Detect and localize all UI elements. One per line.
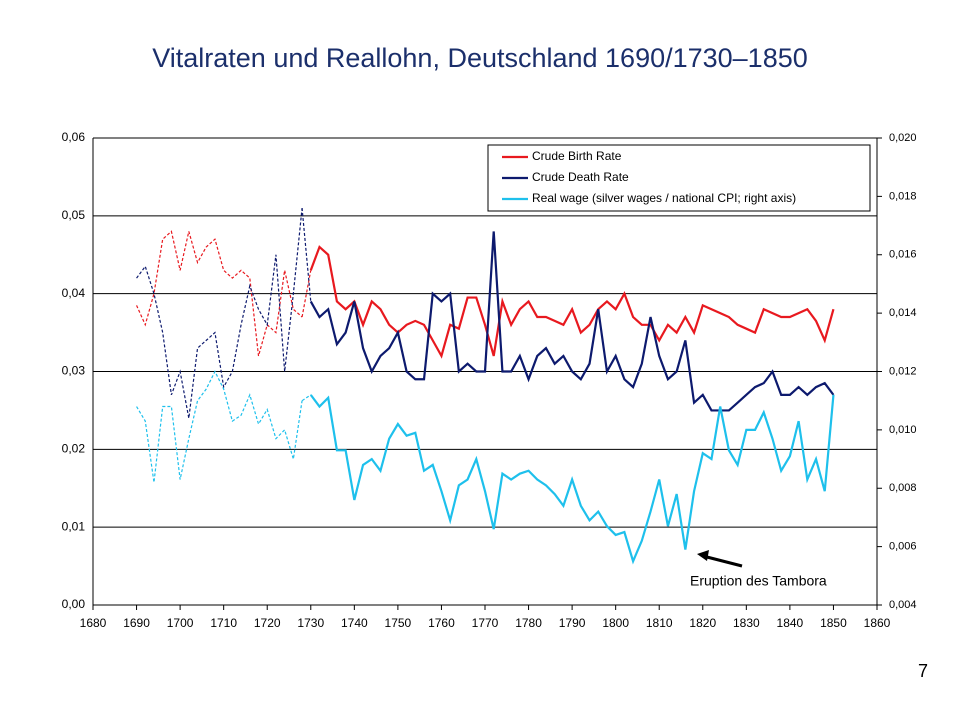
legend-label: Crude Birth Rate [532, 149, 622, 163]
y-tick-label: 0,01 [62, 519, 86, 533]
x-tick-label: 1760 [428, 616, 455, 630]
y-tick-label: 0,00 [62, 597, 86, 611]
page-number: 7 [918, 661, 928, 681]
x-tick-label: 1800 [602, 616, 629, 630]
y-tick-label: 0,02 [62, 442, 86, 456]
y-tick-label: 0,03 [62, 364, 86, 378]
y-tick-label: 0,04 [62, 286, 86, 300]
y2-tick-label: 0,020 [889, 132, 917, 144]
x-tick-label: 1780 [515, 616, 542, 630]
x-tick-label: 1700 [167, 616, 194, 630]
annotation-arrow [702, 554, 743, 568]
legend-box [487, 144, 871, 212]
y2-tick-label: 0,008 [889, 482, 917, 494]
y2-tick-label: 0,006 [889, 541, 917, 553]
series-line [309, 394, 835, 565]
series-line [309, 231, 835, 412]
x-tick-label: 1770 [472, 616, 499, 630]
x-tick-label: 1790 [559, 616, 586, 630]
x-tick-label: 1680 [80, 616, 107, 630]
x-tick-label: 1860 [864, 616, 891, 630]
legend-label: Real wage (silver wages / national CPI; … [532, 191, 796, 205]
x-tick-label: 1750 [385, 616, 412, 630]
chart-title: Vitalraten und Reallohn, Deutschland 169… [152, 43, 808, 73]
x-tick-label: 1720 [254, 616, 281, 630]
y2-tick-label: 0,014 [889, 307, 917, 319]
annotation-arrowhead [697, 550, 709, 561]
y2-tick-label: 0,010 [889, 424, 917, 436]
y2-tick-label: 0,018 [889, 190, 917, 202]
legend-label: Crude Death Rate [532, 170, 629, 184]
x-tick-label: 1710 [210, 616, 237, 630]
y2-tick-label: 0,016 [889, 249, 917, 261]
x-tick-label: 1810 [646, 616, 673, 630]
annotation: Eruption des Tambora [690, 573, 827, 589]
y2-tick-label: 0,012 [889, 365, 917, 377]
series-connector [301, 394, 312, 402]
x-tick-label: 1820 [689, 616, 716, 630]
x-tick-label: 1730 [297, 616, 324, 630]
x-tick-label: 1830 [733, 616, 760, 630]
y-tick-label: 0,06 [62, 130, 86, 144]
y-tick-label: 0,05 [62, 208, 86, 222]
x-tick-label: 1690 [123, 616, 150, 630]
y2-tick-label: 0,004 [889, 599, 917, 611]
x-tick-label: 1840 [777, 616, 804, 630]
series-line [136, 230, 303, 357]
series-line [136, 207, 303, 419]
x-tick-label: 1740 [341, 616, 368, 630]
x-tick-label: 1850 [820, 616, 847, 630]
series-connector [301, 207, 312, 302]
series-line [309, 245, 835, 359]
series-line [136, 370, 303, 483]
series-connector [301, 270, 312, 318]
